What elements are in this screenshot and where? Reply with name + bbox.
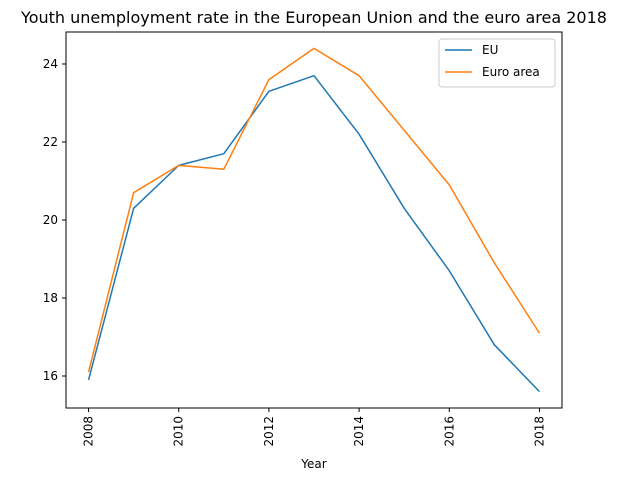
chart-title: Youth unemployment rate in the European …	[20, 8, 607, 27]
x-tick-label: 2014	[352, 416, 366, 447]
legend-box	[438, 38, 556, 88]
y-tick-label: 24	[43, 57, 58, 71]
y-tick-label: 22	[43, 135, 58, 149]
x-tick-label: 2008	[82, 416, 96, 447]
y-tick-label: 18	[43, 291, 58, 305]
legend: EU Euro area	[438, 38, 556, 88]
y-tick-label: 16	[43, 369, 58, 383]
legend-entry: EU	[482, 43, 498, 57]
x-tick-label: 2016	[442, 416, 456, 447]
legend-entry: Euro area	[482, 65, 540, 79]
x-axis-ticks: 2008 2010 2012 2014 2016 2018	[82, 408, 546, 447]
x-axis-label: Year	[300, 457, 326, 471]
y-axis-ticks: 16 18 20 22 24	[43, 57, 66, 383]
series-line-1	[87, 47, 541, 373]
x-tick-label: 2018	[532, 416, 546, 447]
plot-lines	[87, 47, 541, 393]
x-tick-label: 2010	[172, 416, 186, 447]
series-line-0	[87, 74, 540, 393]
x-tick-label: 2012	[262, 416, 276, 447]
plot-frame	[65, 31, 563, 409]
y-tick-label: 20	[43, 213, 58, 227]
